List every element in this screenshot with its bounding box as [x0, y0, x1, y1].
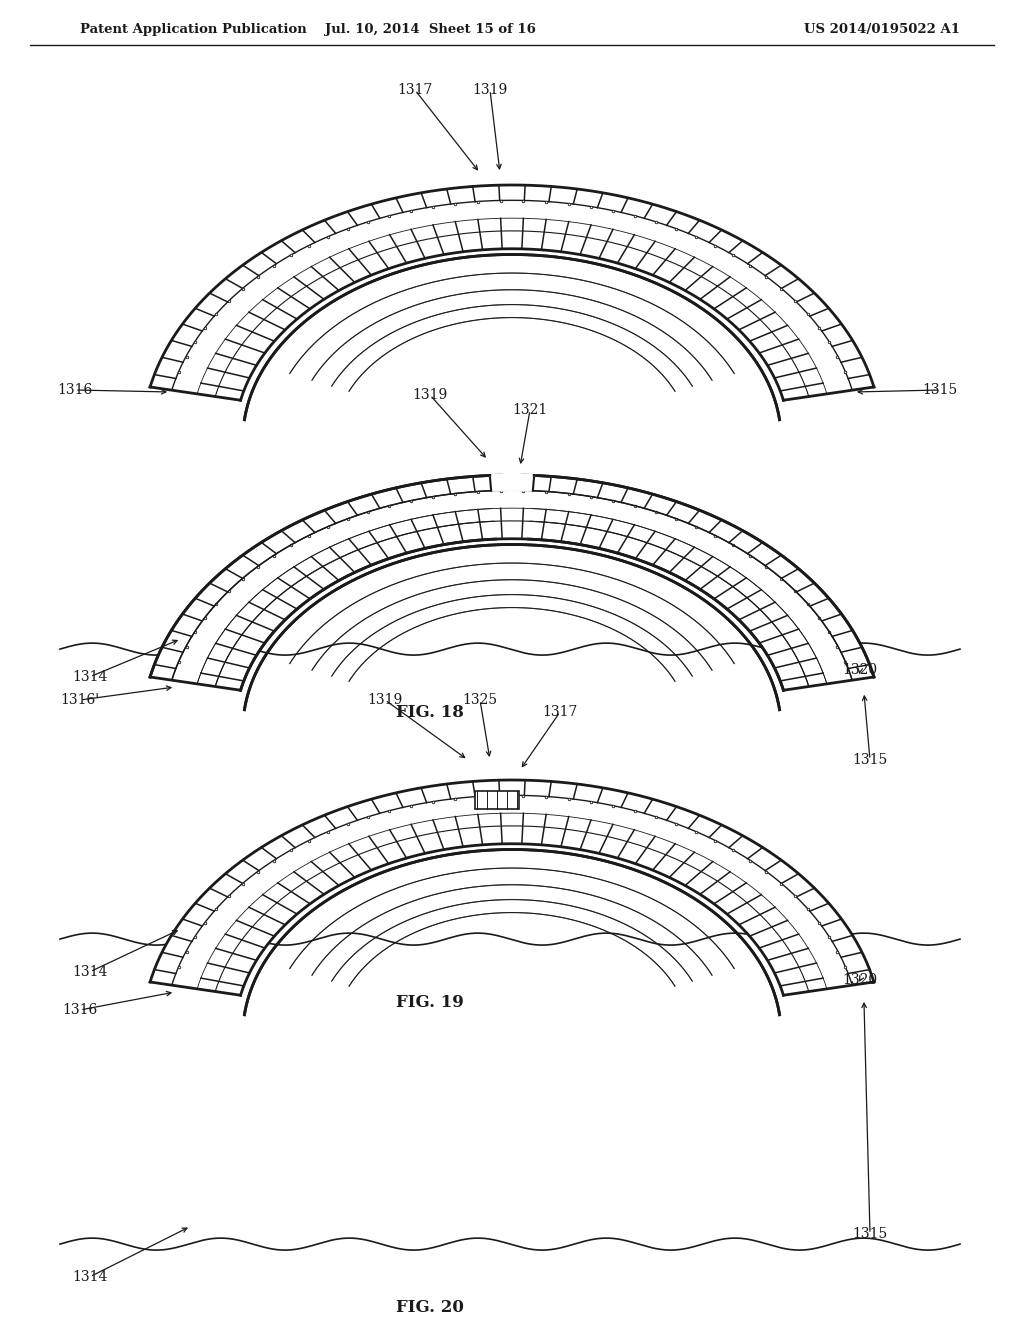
- Text: 1320: 1320: [843, 973, 878, 987]
- Text: US 2014/0195022 A1: US 2014/0195022 A1: [804, 24, 961, 37]
- Text: 1317: 1317: [543, 705, 578, 719]
- Polygon shape: [245, 544, 779, 710]
- Polygon shape: [151, 780, 873, 995]
- Polygon shape: [245, 255, 779, 420]
- Text: 1325: 1325: [463, 693, 498, 708]
- Text: FIG. 18: FIG. 18: [396, 704, 464, 721]
- Text: 1316: 1316: [57, 383, 92, 397]
- Text: 1314: 1314: [73, 965, 108, 978]
- Text: 1319: 1319: [472, 83, 508, 96]
- Text: 1315: 1315: [852, 1228, 888, 1241]
- Bar: [475, 791, 519, 809]
- Text: Jul. 10, 2014  Sheet 15 of 16: Jul. 10, 2014 Sheet 15 of 16: [325, 24, 536, 37]
- Text: 1316': 1316': [60, 693, 99, 708]
- Polygon shape: [151, 475, 873, 690]
- Text: 1321: 1321: [512, 403, 548, 417]
- Text: 1317: 1317: [397, 83, 433, 96]
- Text: 1314: 1314: [73, 1270, 108, 1284]
- Polygon shape: [245, 850, 779, 1015]
- Text: 1320: 1320: [843, 663, 878, 677]
- Text: Patent Application Publication: Patent Application Publication: [80, 24, 307, 37]
- Text: FIG. 20: FIG. 20: [396, 1299, 464, 1316]
- Polygon shape: [245, 850, 779, 1015]
- Text: 1319: 1319: [368, 693, 402, 708]
- Polygon shape: [151, 185, 873, 400]
- Text: 1314: 1314: [73, 669, 108, 684]
- Text: 1315: 1315: [923, 383, 957, 397]
- Text: 1316: 1316: [62, 1003, 97, 1016]
- Text: 1315: 1315: [852, 752, 888, 767]
- Text: 1319: 1319: [413, 388, 447, 403]
- Polygon shape: [245, 255, 779, 420]
- Polygon shape: [245, 544, 779, 710]
- Text: FIG. 19: FIG. 19: [396, 994, 464, 1011]
- Polygon shape: [489, 473, 535, 491]
